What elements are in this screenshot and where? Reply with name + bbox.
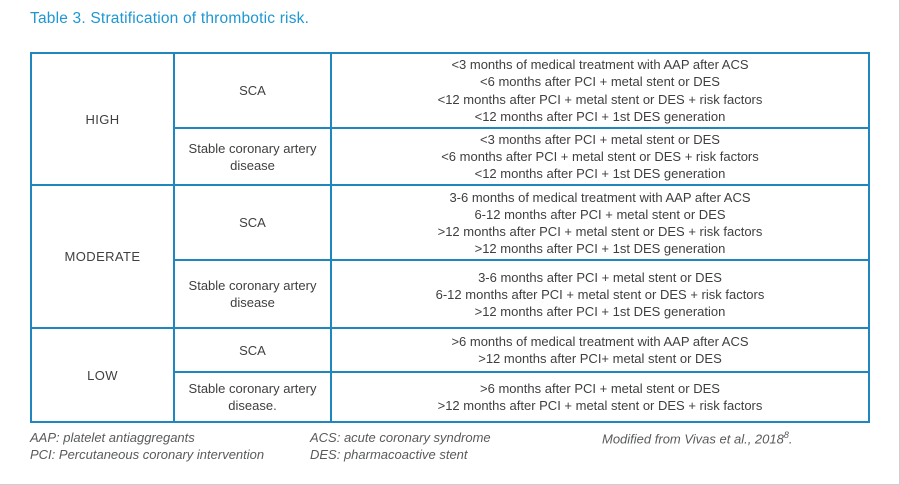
table-row: Stable coronary artery disease. >6 month… bbox=[31, 371, 870, 424]
thrombotic-risk-table: HIGH SCA <3 months of medical treatment … bbox=[30, 51, 870, 424]
category-cell: Stable coronary artery disease bbox=[173, 259, 332, 330]
footnote-abbreviations-left: AAP: platelet antiaggregants PCI: Percuta… bbox=[30, 430, 265, 462]
attribution-suffix: . bbox=[788, 431, 793, 447]
criteria-cell: >6 months of medical treatment with AAP … bbox=[330, 327, 870, 374]
attribution-reference-superscript: 8 bbox=[783, 430, 789, 440]
category-cell: SCA bbox=[173, 327, 332, 374]
criteria-cell: <3 months of medical treatment with AAP … bbox=[330, 52, 870, 129]
criteria-cell: 3-6 months of medical treatment with AAP… bbox=[330, 184, 870, 262]
table-title: Table 3. Stratification of thrombotic ri… bbox=[30, 10, 310, 27]
risk-level-high-cell: HIGH bbox=[30, 51, 175, 187]
category-cell: SCA bbox=[173, 184, 332, 262]
table-row: Stable coronary artery disease <3 months… bbox=[31, 126, 870, 187]
criteria-cell: >6 months after PCI + metal stent or DES… bbox=[330, 371, 870, 424]
criteria-cell: <3 months after PCI + metal stent or DES… bbox=[330, 126, 870, 187]
risk-level-low-cell: LOW bbox=[30, 327, 175, 424]
category-cell: Stable coronary artery disease bbox=[173, 126, 332, 187]
table-row: HIGH SCA <3 months of medical treatment … bbox=[30, 51, 870, 187]
attribution-text: Modified from Vivas et al., 2018 bbox=[602, 431, 784, 447]
category-cell: Stable coronary artery disease. bbox=[173, 371, 332, 424]
risk-level-moderate-cell: MODERATE bbox=[30, 184, 175, 330]
category-cell: SCA bbox=[173, 52, 332, 129]
footnote-attribution: Modified from Vivas et al., 20188. bbox=[602, 430, 882, 448]
table-row: Stable coronary artery disease 3-6 month… bbox=[31, 259, 870, 330]
criteria-cell: 3-6 months after PCI + metal stent or DE… bbox=[330, 259, 870, 330]
table-row: MODERATE SCA 3-6 months of medical treat… bbox=[30, 184, 870, 330]
table-row: LOW SCA >6 months of medical treatment w… bbox=[30, 327, 870, 424]
footnote-abbreviations-middle: ACS: acute coronary syndrome DES: pharmac… bbox=[310, 430, 491, 462]
